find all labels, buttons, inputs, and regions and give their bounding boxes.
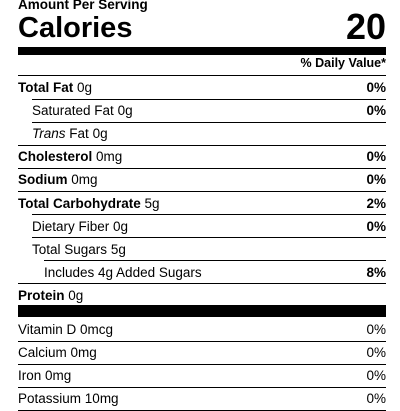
nutrient-amount: 0g	[92, 126, 108, 142]
nutrient-name: Cholesterol	[18, 149, 93, 165]
nutrition-label: Amount Per Serving Calories 20 % Daily V…	[18, 0, 386, 411]
rule	[32, 98, 386, 100]
vitamin-amount: 0mg	[45, 368, 72, 383]
daily-value-header: % Daily Value*	[300, 56, 386, 70]
vitamin-amount: 0mg	[70, 345, 97, 360]
nutrient-row: Cholesterol 0mg 0%	[18, 145, 386, 168]
vitamin-name: Potassium	[18, 391, 82, 406]
vitamin-name: Iron	[18, 368, 42, 383]
nutrient-amount: 0g	[113, 218, 129, 234]
daily-value: 0%	[366, 322, 386, 337]
nutrient-amount: 5g	[110, 241, 126, 257]
calories-value: 20	[345, 6, 386, 47]
nutrient-amount: 0mg	[71, 172, 98, 188]
nutrient-amount: 5g	[144, 195, 160, 211]
daily-value: 0%	[366, 218, 386, 234]
daily-value: 0%	[366, 172, 386, 188]
vitamin-name: Vitamin D	[18, 322, 77, 337]
calories-label: Calories	[18, 12, 133, 44]
nutrient-name: Total Sugars	[32, 241, 108, 257]
nutrient-row: Includes 4g Added Sugars 8%	[44, 261, 386, 284]
daily-value: 8%	[366, 264, 386, 280]
rule	[32, 121, 386, 123]
rule	[18, 144, 386, 146]
nutrient-amount: 0mg	[96, 149, 123, 165]
nutrient-row: Total Carbohydrate 5g 2%	[18, 192, 386, 215]
vitamin-row: Vitamin D 0mcg 0%	[18, 318, 386, 341]
nutrient-amount: 0g	[68, 287, 84, 303]
nutrient-name: Sodium	[18, 172, 68, 188]
rule	[18, 386, 386, 388]
nutrient-row: Total Fat 0g 0%	[18, 76, 386, 99]
nutrient-name: Includes 4g Added Sugars	[44, 264, 202, 280]
nutrient-amount: 0g	[117, 103, 133, 119]
rule	[18, 190, 386, 192]
vitamin-row: Iron 0mg 0%	[18, 364, 386, 387]
nutrient-name-italic: Trans	[32, 126, 66, 142]
nutrient-row: Trans Fat 0g	[32, 122, 386, 145]
vitamin-row: Calcium 0mg 0%	[18, 341, 386, 364]
thick-rule	[18, 47, 386, 55]
nutrient-row: Total Sugars 5g	[32, 238, 386, 261]
nutrient-name: Fat	[69, 126, 89, 142]
nutrient-name: Saturated Fat	[32, 103, 114, 119]
daily-value: 0%	[366, 80, 386, 95]
nutrient-row: Saturated Fat 0g 0%	[32, 99, 386, 122]
daily-value: 2%	[366, 195, 386, 211]
rule	[44, 260, 386, 262]
nutrient-row: Protein 0g	[18, 284, 386, 307]
rule	[32, 237, 386, 239]
nutrient-name: Protein	[18, 287, 65, 303]
vitamin-amount: 0mcg	[80, 322, 114, 337]
daily-value: 0%	[366, 391, 386, 406]
daily-value: 0%	[366, 149, 386, 165]
thick-rule	[18, 305, 386, 317]
nutrient-name: Total Fat	[18, 80, 74, 95]
vitamin-row: Potassium 10mg 0%	[18, 387, 386, 410]
vitamin-amount: 10mg	[84, 391, 119, 406]
daily-value: 0%	[366, 345, 386, 360]
rule	[32, 214, 386, 215]
nutrient-row: Sodium 0mg 0%	[18, 168, 386, 191]
vitamin-name: Calcium	[18, 345, 67, 360]
amount-per-serving: Amount Per Serving	[18, 0, 148, 12]
rule	[18, 340, 386, 342]
nutrient-amount: 0g	[77, 80, 93, 95]
rule	[18, 283, 386, 285]
nutrient-name: Total Carbohydrate	[18, 195, 141, 211]
rule	[18, 75, 386, 76]
nutrient-row: Dietary Fiber 0g 0%	[32, 215, 386, 238]
nutrient-name: Dietary Fiber	[32, 218, 110, 234]
rule	[18, 363, 386, 365]
rule	[18, 409, 386, 411]
daily-value: 0%	[366, 368, 386, 383]
daily-value: 0%	[366, 103, 386, 119]
rule	[18, 167, 386, 169]
